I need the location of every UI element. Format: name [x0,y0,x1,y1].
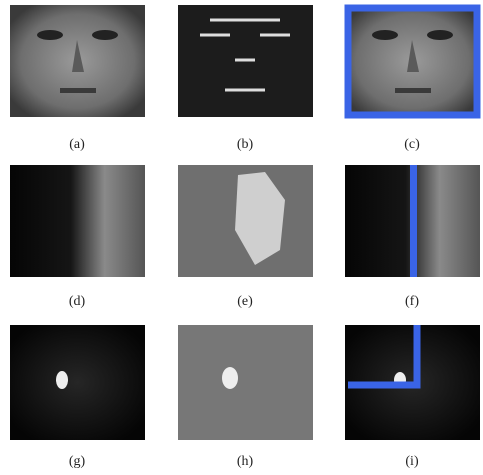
panel-label: (c) [404,137,420,152]
panel-label: (d) [69,294,86,309]
panel-i [345,325,480,440]
figure: (a) (b) (c) (d) (e) (f) (g) (h) (i) [0,0,483,475]
panel-label: (h) [237,454,254,469]
panel-c [345,5,480,117]
panel-label: (b) [237,137,254,152]
panel-b [178,5,313,117]
panel-label: (i) [405,454,419,469]
panel-e [178,165,313,277]
panel-label: (a) [69,137,85,152]
panel-f [345,165,480,277]
panel-g [10,325,145,440]
panel-label: (f) [405,294,419,309]
panel-a [10,5,145,117]
panel-label: (e) [237,294,253,309]
panel-d [10,165,145,277]
panel-h [178,325,313,440]
panel-label: (g) [69,454,86,469]
